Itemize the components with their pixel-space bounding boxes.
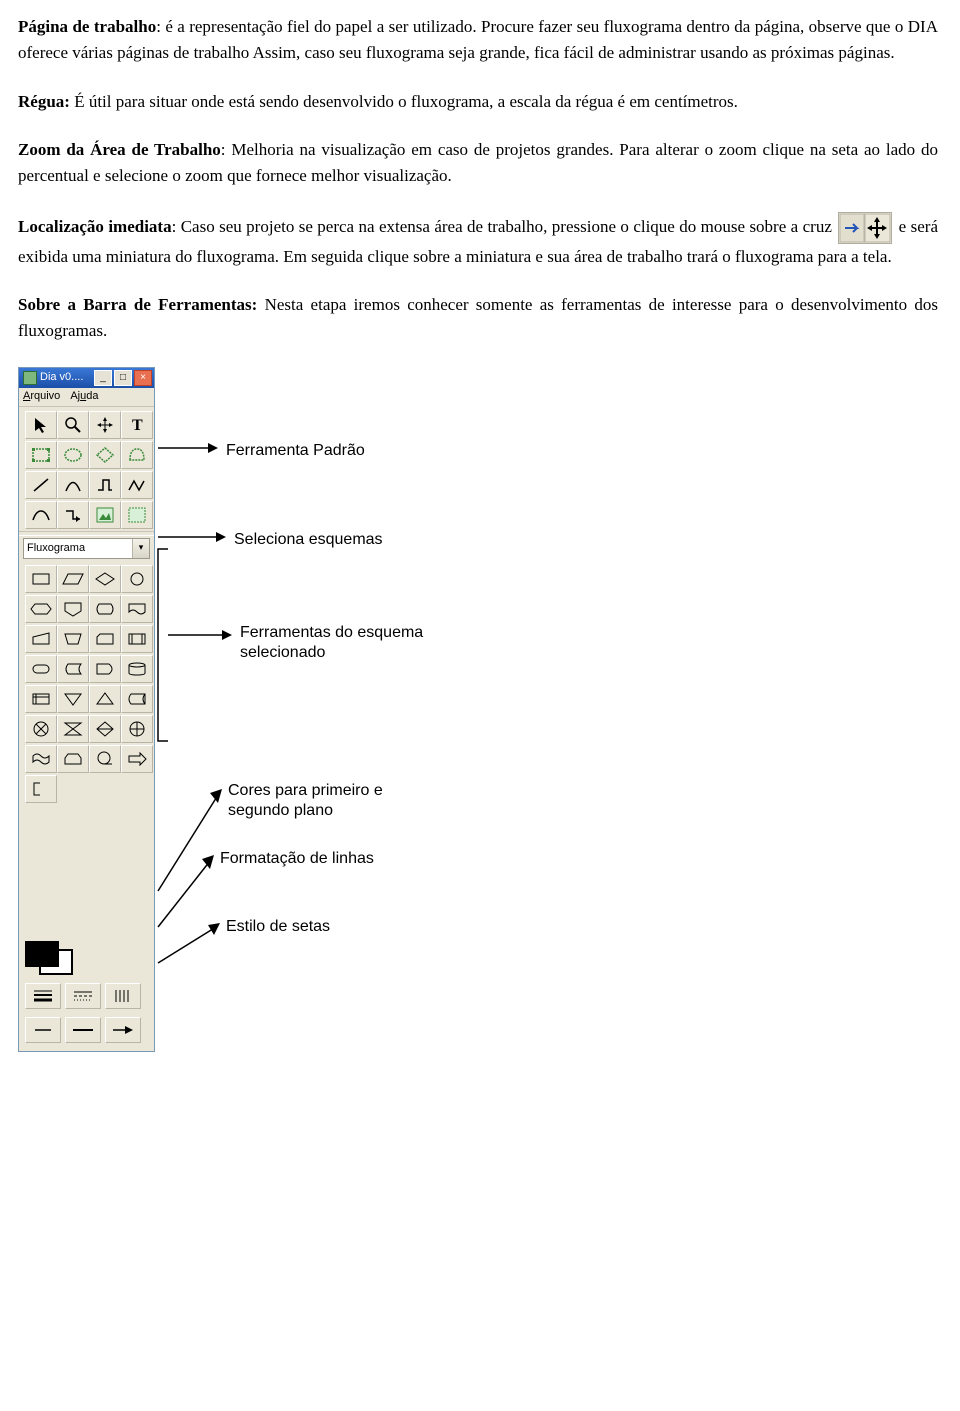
anno-ferramentas-esquema: Ferramentas do esquema selecionado <box>158 545 478 745</box>
body-regua: É útil para situar onde está sendo desen… <box>70 92 738 111</box>
maximize-button[interactable]: □ <box>114 370 132 386</box>
shape-predefined[interactable] <box>121 625 153 653</box>
anno-label-cores: Cores para primeiro e segundo plano <box>228 781 408 821</box>
arc-tool[interactable] <box>57 471 89 499</box>
shape-connector[interactable] <box>121 565 153 593</box>
app-icon <box>23 371 37 385</box>
arrow-end-picker[interactable] <box>105 1017 141 1043</box>
dia-toolbox-window: Dia v0.... _ □ × Arquivo Ajuda T <box>18 367 155 1052</box>
shape-decision[interactable] <box>89 565 121 593</box>
anno-label-formatacao-linhas: Formatação de linhas <box>220 847 374 872</box>
shape-summing[interactable] <box>25 715 57 743</box>
line-pattern-picker[interactable] <box>105 983 141 1009</box>
anno-estilo-setas: Estilo de setas <box>158 915 458 975</box>
shape-manual-input[interactable] <box>25 625 57 653</box>
line-width-picker[interactable] <box>25 983 61 1009</box>
menubar: Arquivo Ajuda <box>19 388 154 407</box>
head-zoom: Zoom da Área de Trabalho <box>18 140 221 159</box>
paragraph-zoom: Zoom da Área de Trabalho: Melhoria na vi… <box>18 137 938 190</box>
paragraph-localizacao: Localização imediata: Caso seu projeto s… <box>18 212 938 270</box>
shape-direct-data[interactable] <box>121 685 153 713</box>
shape-card[interactable] <box>89 625 121 653</box>
shape-tape[interactable] <box>25 745 57 773</box>
empty-panel-area <box>19 805 154 935</box>
anno-ferramenta-padrao: Ferramenta Padrão <box>158 433 378 463</box>
ellipse-tool[interactable] <box>57 441 89 469</box>
chevron-down-icon: ▾ <box>132 539 149 558</box>
outline-tool[interactable] <box>121 501 153 529</box>
shape-document[interactable] <box>121 595 153 623</box>
flowchart-shapes-grid <box>19 561 154 805</box>
shape-terminal[interactable] <box>25 655 57 683</box>
bottom-controls <box>19 935 154 1051</box>
color-swatches[interactable] <box>25 941 135 975</box>
shape-collate[interactable] <box>57 715 89 743</box>
polygon-tool[interactable] <box>89 441 121 469</box>
shape-stored-data[interactable] <box>57 655 89 683</box>
shape-delay[interactable] <box>89 655 121 683</box>
shape-extract[interactable] <box>89 685 121 713</box>
menu-help[interactable]: Ajuda <box>70 388 98 406</box>
body-localizacao-a: : Caso seu projeto se perca na extensa á… <box>172 217 837 236</box>
arrow-style-row <box>25 1017 148 1043</box>
body-pagina-trabalho: : é a representação fiel do papel a ser … <box>18 17 938 62</box>
cross-navigator-icon <box>838 212 892 244</box>
arrow-mid-picker[interactable] <box>65 1017 101 1043</box>
shape-loop-limit[interactable] <box>57 745 89 773</box>
default-tools-grid: T <box>19 407 154 531</box>
image-tool[interactable] <box>89 501 121 529</box>
bezier-tool[interactable] <box>25 501 57 529</box>
line-format-row <box>25 983 148 1009</box>
shape-preparation[interactable] <box>25 595 57 623</box>
head-barra: Sobre a Barra de Ferramentas: <box>18 295 257 314</box>
shape-display[interactable] <box>89 595 121 623</box>
beziergon-tool[interactable] <box>121 441 153 469</box>
magnify-tool[interactable] <box>57 411 89 439</box>
scroll-tool[interactable] <box>89 411 121 439</box>
line-style-picker[interactable] <box>65 983 101 1009</box>
text-tool[interactable]: T <box>121 411 153 439</box>
paragraph-barra: Sobre a Barra de Ferramentas: Nesta etap… <box>18 292 938 345</box>
zigzag-tool[interactable] <box>89 471 121 499</box>
anno-label-estilo-setas: Estilo de setas <box>226 915 330 940</box>
shape-seq-access[interactable] <box>89 745 121 773</box>
close-button[interactable]: × <box>134 370 152 386</box>
svg-text:T: T <box>132 417 143 434</box>
paragraph-pagina-trabalho: Página de trabalho: é a representação fi… <box>18 14 938 67</box>
shape-database[interactable] <box>121 655 153 683</box>
divider-1 <box>19 531 154 536</box>
paragraph-regua: Régua: É útil para situar onde está send… <box>18 89 938 115</box>
window-title: Dia v0.... <box>40 369 92 386</box>
titlebar: Dia v0.... _ □ × <box>19 368 154 388</box>
head-localizacao: Localização imediata <box>18 217 172 236</box>
shape-process[interactable] <box>25 565 57 593</box>
shape-transport[interactable] <box>121 745 153 773</box>
shape-merge[interactable] <box>57 685 89 713</box>
scheme-select-value: Fluxograma <box>27 540 85 557</box>
connector-tool[interactable] <box>57 501 89 529</box>
head-pagina-trabalho: Página de trabalho <box>18 17 156 36</box>
scheme-select[interactable]: Fluxograma ▾ <box>23 538 150 559</box>
menu-file[interactable]: Arquivo <box>23 388 60 406</box>
shape-annotation[interactable] <box>25 775 57 803</box>
shape-data[interactable] <box>57 565 89 593</box>
anno-label-ferramentas-esquema: Ferramentas do esquema selecionado <box>240 623 440 663</box>
box-tool[interactable] <box>25 441 57 469</box>
shape-offpage[interactable] <box>57 595 89 623</box>
line-tool[interactable] <box>25 471 57 499</box>
shape-sort[interactable] <box>89 715 121 743</box>
pointer-tool[interactable] <box>25 411 57 439</box>
polyline-tool[interactable] <box>121 471 153 499</box>
head-regua: Régua: <box>18 92 70 111</box>
screenshot-diagram: Dia v0.... _ □ × Arquivo Ajuda T <box>18 367 918 987</box>
shape-manual-op[interactable] <box>57 625 89 653</box>
arrow-start-picker[interactable] <box>25 1017 61 1043</box>
fg-color-swatch[interactable] <box>25 941 59 967</box>
shape-internal-storage[interactable] <box>25 685 57 713</box>
shape-or[interactable] <box>121 715 153 743</box>
anno-label-ferramenta-padrao: Ferramenta Padrão <box>226 439 365 464</box>
minimize-button[interactable]: _ <box>94 370 112 386</box>
